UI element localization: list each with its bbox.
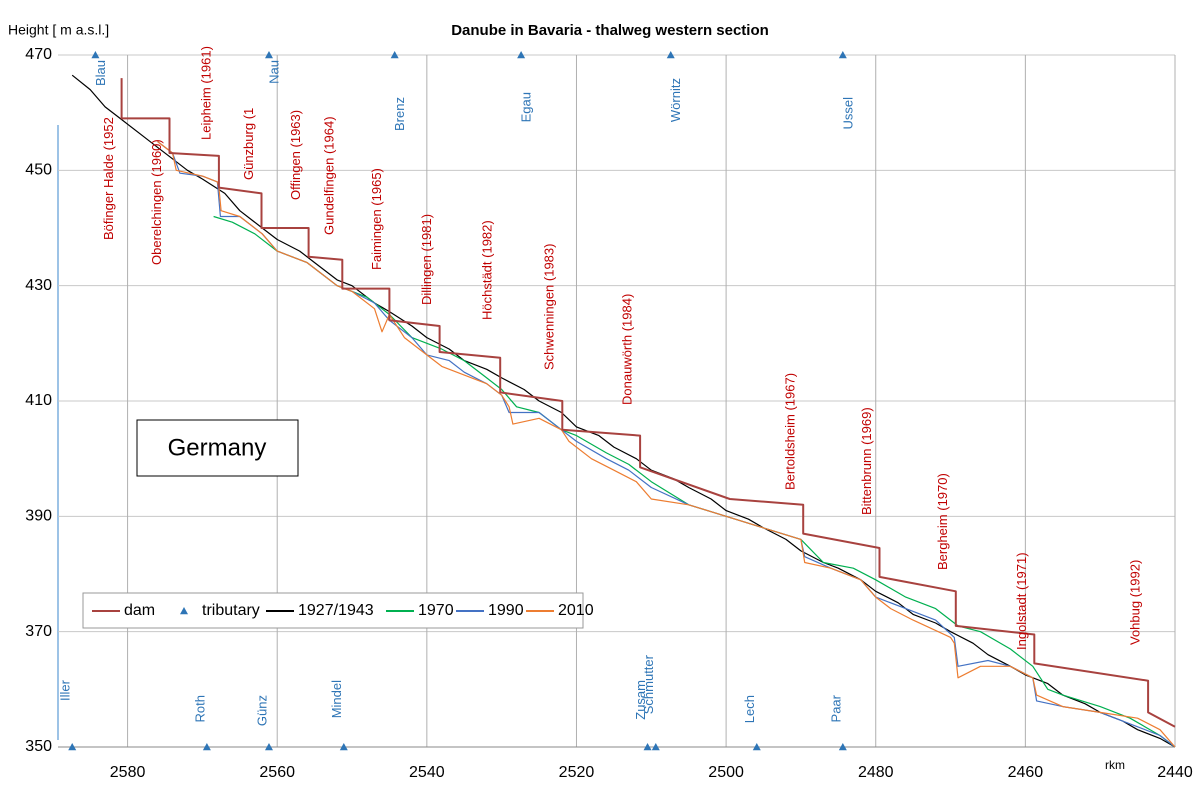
dam-label: Faimingen (1965)	[369, 168, 384, 270]
grid	[58, 54, 1176, 748]
x-tick-label: 2560	[259, 764, 295, 781]
tributary-marker	[390, 51, 399, 59]
x-tick-label: 2520	[559, 764, 595, 781]
tributary-label: Egau	[519, 92, 534, 122]
x-axis-label: rkm	[1105, 758, 1125, 772]
dam-label: Höchstädt (1982)	[480, 220, 495, 320]
series-line	[120, 78, 1176, 728]
y-tick-label: 430	[25, 277, 52, 294]
dam-label: Offingen (1963)	[288, 110, 303, 200]
dam-label: Oberelchingen (1960)	[149, 139, 164, 265]
tributary-label: Günz	[254, 695, 269, 726]
legend	[82, 592, 584, 629]
legend-items: dam tributary 1927/1943 1970 1990 2010	[92, 602, 594, 619]
annotation: Germany	[168, 434, 267, 461]
tributary-marker	[752, 743, 761, 751]
tributary-marker	[838, 51, 847, 59]
legend-label: 1970	[418, 602, 454, 619]
y-tick-label: 470	[25, 46, 52, 63]
tributary-label: Mindel	[329, 680, 344, 718]
y-axis-label: Height [ m a.s.l.]	[8, 22, 109, 38]
y-tick-label: 350	[25, 738, 52, 755]
dam-label: Donauwörth (1984)	[620, 294, 635, 405]
dam-label: Gundelfingen (1964)	[322, 116, 337, 235]
tributary-marker	[666, 51, 675, 59]
tributary-label: Zusam	[633, 680, 648, 720]
tributary-marker	[264, 743, 273, 751]
tributary-label: Wörnitz	[668, 78, 683, 122]
dam-label: Ingolstadt (1971)	[1014, 552, 1029, 650]
series-line	[71, 74, 1176, 748]
legend-label: 2010	[558, 602, 594, 619]
dam-label: Dillingen (1981)	[419, 214, 434, 305]
x-tick-label: 2540	[409, 764, 445, 781]
x-tick-label: 2460	[1008, 764, 1044, 781]
dam-label: Bittenbrunn (1969)	[859, 407, 874, 515]
tributary-marker	[202, 743, 211, 751]
tributary-marker	[264, 51, 273, 59]
x-tick-label: 2580	[110, 764, 146, 781]
dam-label: Bergheim (1970)	[935, 473, 950, 570]
dam-label: Vohbug (1992)	[1128, 560, 1143, 645]
legend-marker	[180, 607, 188, 615]
dam-label: Böfinger Halde (1952	[101, 117, 116, 240]
y-tick-label: 370	[25, 623, 52, 640]
chart-title: Danube in Bavaria - thalweg western sect…	[451, 22, 769, 39]
y-tick-label: 450	[25, 162, 52, 179]
x-tick-label: 2440	[1157, 764, 1193, 781]
legend-label: dam	[124, 602, 155, 619]
legend-label: 1990	[488, 602, 524, 619]
tributary-marker	[517, 51, 526, 59]
tributary-label: Roth	[192, 695, 207, 722]
series-line	[157, 141, 1176, 748]
tributary-label: Lech	[742, 695, 757, 723]
dam-label: Bertoldsheim (1967)	[783, 373, 798, 490]
legend-label: 1927/1943	[298, 602, 374, 619]
dam-label: Schwenningen (1983)	[542, 244, 557, 370]
tributary-marker	[339, 743, 348, 751]
tributary-marker	[651, 743, 660, 751]
tributary-label: Ussel	[840, 97, 855, 130]
tributary-label: Blau	[93, 60, 108, 86]
tributary-label: Brenz	[392, 97, 407, 131]
tributary-label: Nau	[266, 60, 281, 84]
y-tick-label: 410	[25, 392, 52, 409]
x-tick-label: 2500	[708, 764, 744, 781]
annotation-box	[136, 419, 299, 477]
y-tick-label: 390	[25, 508, 52, 525]
tributary-marker	[643, 743, 652, 751]
plot	[68, 51, 1176, 751]
legend-label: tributary	[202, 602, 260, 619]
tributary-marker	[838, 743, 847, 751]
tributary-label: Paar	[828, 694, 843, 722]
tributary-marker	[68, 743, 77, 751]
dam-label: Leipheim (1961)	[198, 46, 213, 140]
x-tick-label: 2480	[858, 764, 894, 781]
dam-label: Günzburg (1	[241, 108, 256, 180]
tributary-label: Iller	[58, 679, 73, 701]
tributary-label: Schmutter	[641, 654, 656, 714]
tributary-marker	[91, 51, 100, 59]
